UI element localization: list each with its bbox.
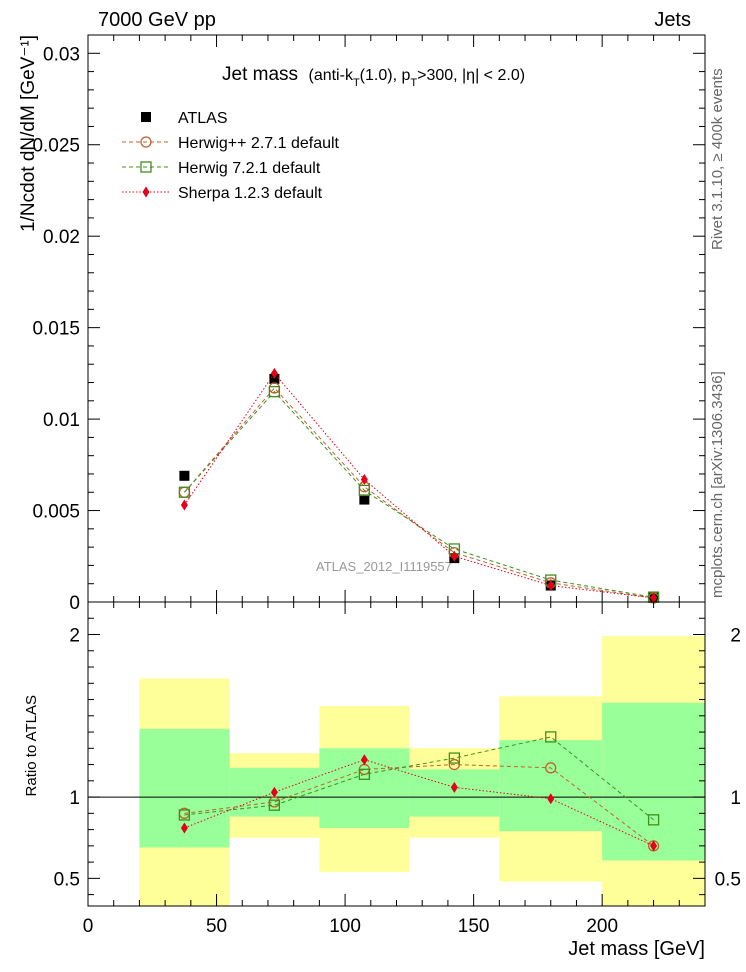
band-inner bbox=[409, 769, 500, 817]
legend-herwigpp-marker bbox=[140, 136, 152, 148]
ratio-xlabel: Jet mass [GeV] bbox=[568, 938, 705, 960]
legend: ATLAS Herwig++ 2.7.1 default Herwig 7.2.1 … bbox=[122, 110, 340, 202]
ratio-herwig7-point bbox=[448, 752, 460, 764]
legend-atlas-marker bbox=[141, 112, 151, 122]
main-herwig7-line bbox=[184, 390, 654, 598]
main-sherpa-point bbox=[450, 550, 458, 562]
ratio-sherpa-point bbox=[180, 822, 188, 834]
ratio-sherpa-line bbox=[184, 759, 654, 847]
legend-herwig7-label: Herwig 7.2.1 default bbox=[178, 160, 321, 177]
ratio-sherpa-point bbox=[270, 786, 278, 798]
main-sherpa-point bbox=[180, 499, 188, 511]
y-tick-label: 0.005 bbox=[32, 502, 80, 523]
x-tick-label: 200 bbox=[586, 916, 618, 937]
ratio-herwig7-point bbox=[268, 799, 281, 811]
main-sherpa-point bbox=[270, 367, 278, 379]
ratio-axes: 0 50 100 150 200 0.5 0.5 1 1 2 2 bbox=[54, 601, 741, 937]
ratio-herwigpp-point bbox=[448, 758, 460, 771]
y-tick-label: 0.03 bbox=[43, 44, 80, 65]
legend-atlas-label: ATLAS bbox=[178, 110, 228, 127]
y-tick-label: 0 bbox=[69, 593, 80, 614]
x-tick-label: 50 bbox=[206, 916, 227, 937]
plot-title: Jet mass (anti-kT(1.0), pT>300, |η| < 2.… bbox=[222, 64, 525, 89]
main-sherpa-point bbox=[650, 592, 658, 604]
ratio-herwig7-line bbox=[184, 736, 654, 821]
side-mcplots-label: mcplots.cern.ch [arXiv:1306.3436] bbox=[709, 371, 726, 598]
side-rivet-label: Rivet 3.1.10, ≥ 400k events bbox=[709, 68, 726, 250]
legend-herwigpp-label: Herwig++ 2.7.1 default bbox=[178, 135, 340, 152]
ratio-herwig7-point bbox=[647, 814, 660, 826]
y-tick-label: 0.01 bbox=[43, 410, 80, 431]
title-sub-T2: T bbox=[410, 77, 417, 89]
analysis-watermark: ATLAS_2012_I1119557 bbox=[316, 559, 452, 574]
title-sub-T: T bbox=[353, 77, 360, 89]
ratio-y-tick-label-right: 0.5 bbox=[715, 869, 741, 890]
title-sub-rest1: (1.0), p bbox=[360, 67, 411, 84]
header-left: 7000 GeV pp bbox=[98, 9, 216, 31]
ratio-sherpa-point bbox=[450, 781, 458, 793]
x-tick-label: 100 bbox=[329, 916, 361, 937]
ratio-sherpa-point bbox=[360, 754, 368, 766]
band-inner bbox=[499, 740, 603, 832]
y-tick-label: 0.02 bbox=[43, 227, 80, 248]
main-axes: 0 0.005 0.01 0.015 0.02 0.025 0.03 bbox=[32, 34, 706, 614]
main-atlas-point bbox=[359, 494, 370, 505]
ratio-y-tick-label: 2 bbox=[69, 626, 80, 647]
ratio-herwigpp-line bbox=[184, 764, 654, 847]
main-herwig7-point bbox=[268, 386, 281, 398]
main-sherpa-point bbox=[360, 473, 368, 485]
legend-sherpa-marker bbox=[142, 186, 150, 198]
ratio-y-tick-label-right: 1 bbox=[730, 788, 741, 809]
title-sub-rest2: >300, |η| < 2.0) bbox=[417, 67, 525, 84]
ratio-herwigpp-point bbox=[545, 762, 557, 774]
legend-herwig7-marker bbox=[140, 161, 152, 173]
main-sherpa-line bbox=[183, 372, 654, 599]
main-series bbox=[178, 367, 660, 604]
main-atlas-point bbox=[179, 470, 190, 481]
main-ylabel: 1/Ncdot dN/dM [GeV⁻¹] bbox=[18, 35, 39, 232]
y-tick-label: 0.015 bbox=[32, 319, 80, 340]
title-sub: (anti-k bbox=[308, 67, 353, 84]
ratio-herwig7-point bbox=[358, 768, 371, 780]
ratio-sherpa-point bbox=[547, 793, 555, 805]
ratio-herwig7-point bbox=[178, 809, 191, 821]
ratio-y-tick-label: 0.5 bbox=[54, 869, 80, 890]
ratio-y-tick-label-right: 2 bbox=[730, 626, 741, 647]
main-herwig7-point bbox=[178, 486, 191, 498]
main-herwigpp-line bbox=[184, 387, 654, 599]
title-main: Jet mass bbox=[222, 64, 298, 85]
ratio-y-tick-label: 1 bbox=[69, 788, 80, 809]
ratio-herwig7-point bbox=[545, 731, 557, 743]
x-tick-label: 0 bbox=[83, 916, 94, 937]
ratio-ylabel: Ratio to ATLAS bbox=[23, 695, 40, 796]
ratio-sherpa-point bbox=[650, 840, 658, 852]
main-sherpa-point bbox=[547, 580, 555, 592]
legend-sherpa-label: Sherpa 1.2.3 default bbox=[178, 185, 323, 202]
ratio-uncertainty-bands bbox=[139, 636, 705, 906]
header-right: Jets bbox=[654, 9, 691, 31]
ratio-series bbox=[178, 731, 660, 852]
y-tick-label: 0.025 bbox=[32, 136, 80, 157]
main-herwig7-point bbox=[358, 484, 371, 497]
x-tick-label: 150 bbox=[458, 916, 490, 937]
band-inner bbox=[602, 702, 705, 861]
